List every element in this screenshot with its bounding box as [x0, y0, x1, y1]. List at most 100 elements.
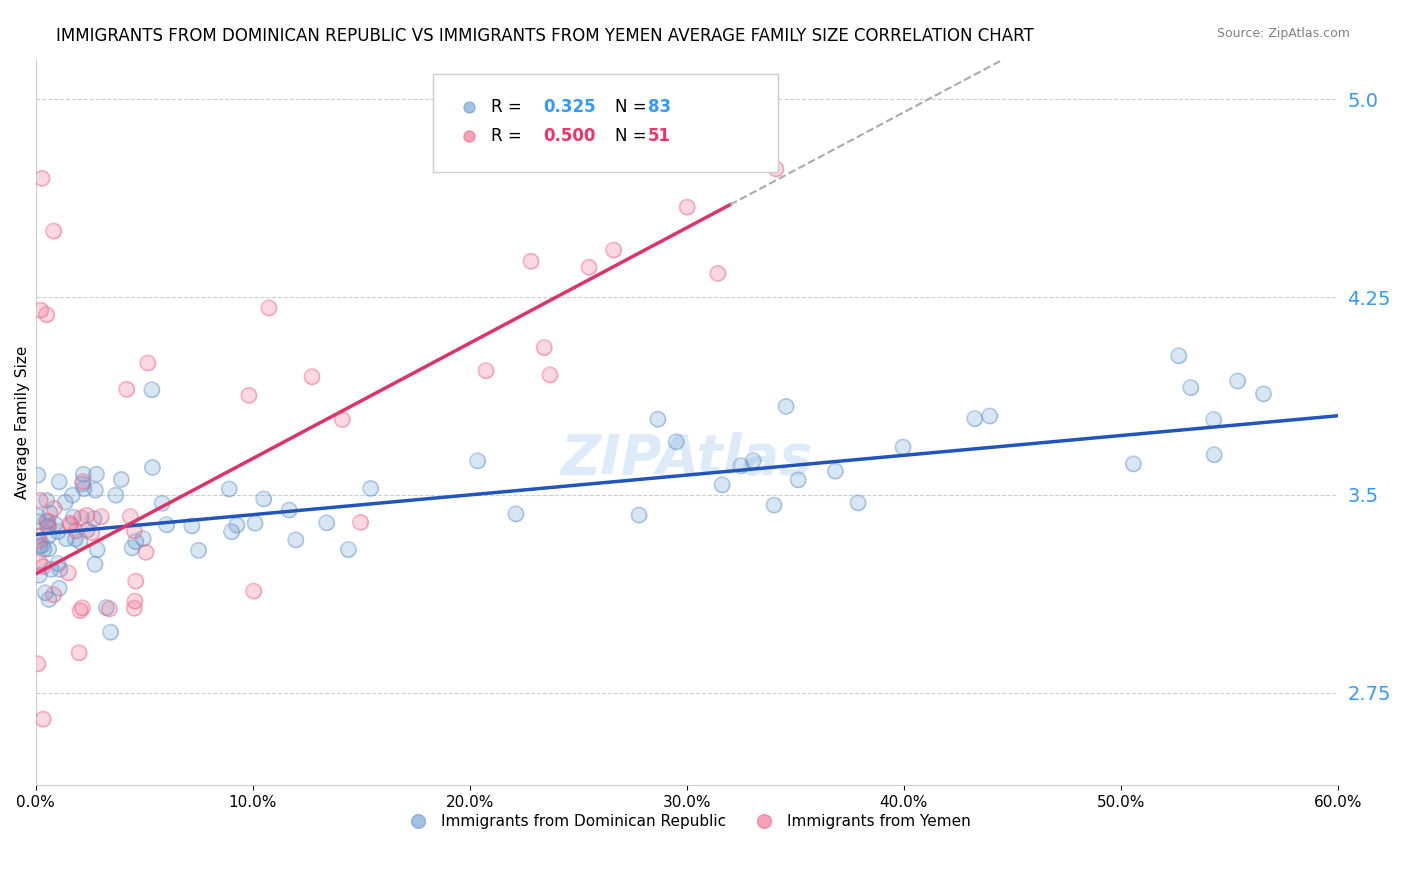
- Immigrants from Yemen: [42, 588, 65, 602]
- Point: [42, 224, 65, 238]
- Point: [533, 341, 555, 355]
- Point: [150, 496, 173, 510]
- Point: [979, 409, 1001, 423]
- Point: [187, 543, 209, 558]
- Point: [69, 604, 91, 618]
- Immigrants from Yemen: [44, 501, 66, 516]
- Point: [86, 542, 108, 557]
- Immigrants from Dominican Republic: [787, 473, 810, 487]
- Point: [27, 657, 49, 671]
- Immigrants from Dominican Republic: [37, 519, 59, 533]
- Point: [242, 584, 264, 599]
- Point: [48, 582, 70, 596]
- Point: [44, 501, 66, 516]
- Point: [136, 356, 159, 370]
- Immigrants from Dominican Republic: [35, 493, 58, 508]
- Point: [665, 434, 688, 449]
- Point: [96, 600, 118, 615]
- Immigrants from Dominican Republic: [627, 508, 650, 522]
- Immigrants from Dominican Republic: [39, 506, 62, 520]
- Point: [891, 440, 914, 454]
- Point: [44, 517, 66, 532]
- Text: N =: N =: [614, 127, 652, 145]
- Immigrants from Dominican Republic: [647, 412, 669, 426]
- Point: [742, 453, 765, 467]
- Immigrants from Dominican Republic: [824, 464, 846, 478]
- Immigrants from Dominican Republic: [1180, 380, 1202, 394]
- Immigrants from Dominican Republic: [49, 562, 72, 576]
- Point: [73, 482, 96, 496]
- Point: [35, 515, 58, 529]
- Immigrants from Dominican Republic: [86, 542, 108, 557]
- Point: [58, 566, 80, 580]
- Point: [824, 464, 846, 478]
- Point: [225, 518, 247, 533]
- Point: [257, 301, 280, 315]
- Point: [647, 412, 669, 426]
- Point: [48, 475, 70, 489]
- Immigrants from Dominican Republic: [1253, 387, 1275, 401]
- Point: [38, 541, 60, 556]
- Immigrants from Yemen: [301, 369, 323, 384]
- Immigrants from Dominican Republic: [55, 532, 77, 546]
- Point: [602, 243, 624, 257]
- Immigrants from Dominican Republic: [27, 468, 49, 483]
- Immigrants from Yemen: [676, 200, 699, 214]
- Immigrants from Dominican Republic: [38, 528, 60, 542]
- Immigrants from Dominican Republic: [891, 440, 914, 454]
- Immigrants from Dominican Republic: [221, 524, 243, 539]
- Immigrants from Yemen: [32, 712, 55, 726]
- Text: N =: N =: [614, 98, 652, 116]
- Immigrants from Yemen: [475, 364, 498, 378]
- Immigrants from Yemen: [30, 303, 52, 318]
- Point: [31, 171, 53, 186]
- Point: [67, 646, 90, 660]
- Immigrants from Dominican Republic: [218, 482, 240, 496]
- Immigrants from Dominican Republic: [1202, 412, 1225, 426]
- Point: [775, 400, 797, 414]
- Text: Source: ZipAtlas.com: Source: ZipAtlas.com: [1216, 27, 1350, 40]
- Immigrants from Dominican Republic: [253, 491, 276, 506]
- Point: [55, 532, 77, 546]
- Immigrants from Dominican Republic: [73, 482, 96, 496]
- Point: [349, 516, 371, 530]
- Immigrants from Dominican Republic: [62, 510, 84, 524]
- Immigrants from Yemen: [538, 368, 561, 382]
- Immigrants from Dominican Republic: [742, 453, 765, 467]
- Text: ZIPAtlas: ZIPAtlas: [561, 432, 813, 485]
- Point: [69, 534, 91, 549]
- Immigrants from Dominican Republic: [225, 518, 247, 533]
- Point: [122, 601, 145, 615]
- Immigrants from Yemen: [125, 574, 148, 589]
- Immigrants from Yemen: [58, 566, 80, 580]
- Immigrants from Dominican Republic: [775, 400, 797, 414]
- Point: [104, 488, 127, 502]
- Point: [253, 491, 276, 506]
- Point: [53, 495, 76, 509]
- Immigrants from Yemen: [349, 516, 371, 530]
- Immigrants from Yemen: [31, 171, 53, 186]
- Immigrants from Dominican Republic: [44, 517, 66, 532]
- Immigrants from Dominican Republic: [337, 542, 360, 557]
- Point: [787, 473, 810, 487]
- Immigrants from Dominican Republic: [963, 411, 986, 425]
- Point: [125, 574, 148, 589]
- Immigrants from Yemen: [80, 525, 103, 540]
- Immigrants from Yemen: [27, 657, 49, 671]
- Immigrants from Dominican Republic: [96, 600, 118, 615]
- Point: [110, 472, 132, 486]
- Immigrants from Dominican Republic: [46, 524, 69, 539]
- Text: IMMIGRANTS FROM DOMINICAN REPUBLIC VS IMMIGRANTS FROM YEMEN AVERAGE FAMILY SIZE : IMMIGRANTS FROM DOMINICAN REPUBLIC VS IM…: [56, 27, 1033, 45]
- Immigrants from Dominican Republic: [32, 542, 55, 557]
- Immigrants from Dominican Republic: [187, 543, 209, 558]
- Text: R =: R =: [491, 127, 527, 145]
- Point: [141, 383, 163, 397]
- Immigrants from Yemen: [67, 646, 90, 660]
- Point: [125, 534, 148, 549]
- Point: [763, 498, 786, 512]
- Point: [72, 477, 94, 491]
- Immigrants from Dominican Republic: [28, 539, 51, 553]
- Point: [505, 507, 527, 521]
- Immigrants from Dominican Republic: [84, 558, 107, 572]
- Point: [120, 509, 142, 524]
